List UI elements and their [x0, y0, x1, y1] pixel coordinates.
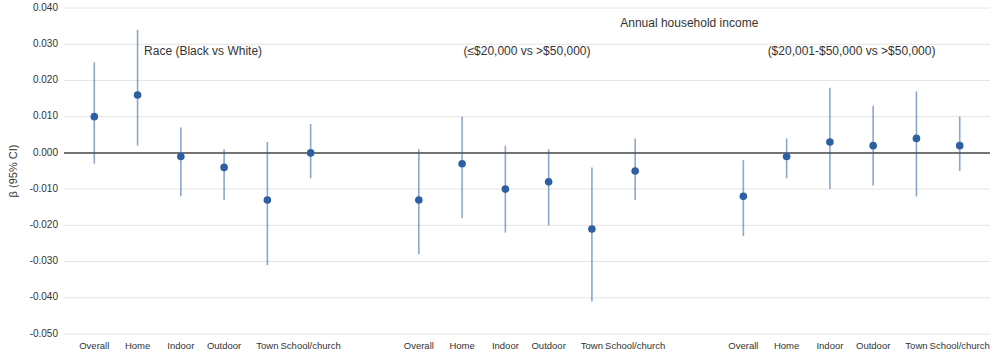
x-tick-label: Outdoor [856, 340, 890, 351]
ci-bar [137, 30, 139, 146]
y-tick-label: -0.030 [30, 255, 59, 266]
y-tick-label: -0.050 [30, 328, 59, 339]
grid-line [64, 80, 990, 81]
grid-line [64, 297, 990, 298]
x-tick-label: Indoor [492, 340, 519, 351]
point [415, 196, 423, 204]
point [90, 113, 98, 121]
point [307, 149, 315, 157]
point [869, 142, 877, 150]
ci-bar [591, 167, 593, 301]
point [631, 167, 639, 175]
point [588, 225, 596, 233]
x-tick-label: School/church [930, 340, 990, 351]
point [545, 178, 553, 186]
y-tick-label: 0.010 [33, 110, 58, 121]
y-tick-label: -0.020 [30, 219, 59, 230]
x-tick-label: Overall [404, 340, 434, 351]
x-tick-label: Town [256, 340, 278, 351]
point [740, 193, 748, 201]
point [956, 142, 964, 150]
x-tick-label: School/church [281, 340, 341, 351]
zero-line [64, 152, 990, 154]
point [913, 135, 921, 143]
chart: -0.050 -0.040 -0.030 -0.020 -0.010 0.000 0.010… [0, 0, 1000, 360]
point [502, 185, 510, 193]
grid-line [64, 8, 990, 9]
point [220, 164, 228, 172]
y-axis-label: β (95% CI) [7, 145, 19, 198]
x-tick-label: Home [774, 340, 799, 351]
ci-bar [916, 91, 918, 196]
group-header: Annual household income [620, 16, 758, 30]
x-tick-label: Overall [728, 340, 758, 351]
grid-line [64, 261, 990, 262]
grid-line [64, 116, 990, 117]
x-tick-label: Home [449, 340, 474, 351]
group-label: ($20,001-$50,000 vs >$50,000) [768, 44, 936, 58]
point [177, 153, 185, 161]
group-label: Race (Black vs White) [144, 44, 262, 58]
x-tick-label: Overall [79, 340, 109, 351]
x-tick-label: School/church [605, 340, 665, 351]
x-tick-label: Home [125, 340, 150, 351]
ci-bar [548, 149, 550, 225]
grid-line [64, 189, 990, 190]
ci-bar [180, 128, 182, 197]
marks [90, 30, 963, 302]
x-tick-label: Town [581, 340, 603, 351]
group-label: (≤$20,000 vs >$50,000) [463, 44, 590, 58]
y-tick-label: 0.030 [33, 38, 58, 49]
point [826, 138, 834, 146]
point [264, 196, 272, 204]
grid-line [64, 225, 990, 226]
point [458, 160, 466, 168]
ci-bar [223, 149, 225, 200]
point [134, 91, 142, 99]
y-tick-label: 0.040 [33, 2, 58, 13]
y-tick-label: 0.000 [33, 147, 58, 158]
x-tick-label: Indoor [167, 340, 194, 351]
x-tick-label: Outdoor [207, 340, 241, 351]
grid-line [64, 152, 990, 153]
x-tick-label: Indoor [816, 340, 843, 351]
y-tick-label: 0.020 [33, 74, 58, 85]
grid-line [64, 334, 990, 335]
point [783, 153, 791, 161]
x-tick-label: Outdoor [531, 340, 565, 351]
grid [64, 8, 990, 334]
y-tick-label: -0.010 [30, 183, 59, 194]
y-tick-label: -0.040 [30, 291, 59, 302]
x-tick-label: Town [905, 340, 927, 351]
